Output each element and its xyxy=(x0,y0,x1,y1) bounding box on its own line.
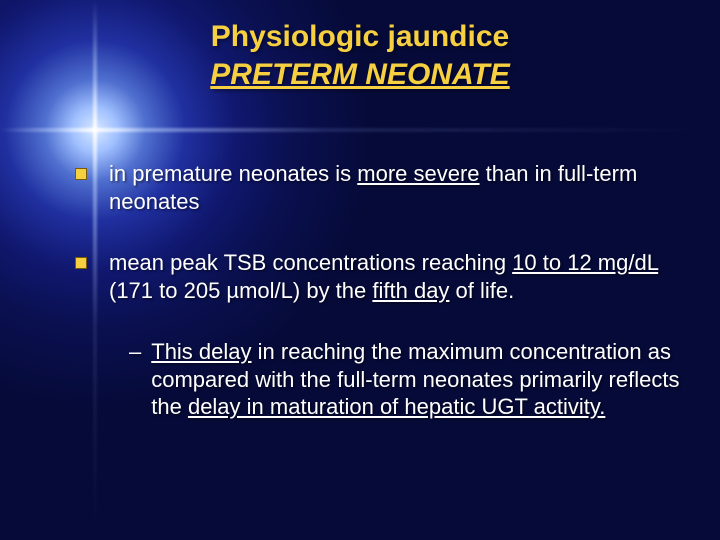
bullet-item: mean peak TSB concentrations reaching 10… xyxy=(75,249,680,304)
underlined-text: more severe xyxy=(357,161,479,186)
text-run: (171 to 205 µmol/L) by the xyxy=(109,278,372,303)
text-run: in premature neonates is xyxy=(109,161,357,186)
slide-subtitle: PRETERM NEONATE xyxy=(0,58,720,92)
slide-content: Physiologic jaundice PRETERM NEONATE in … xyxy=(0,0,720,540)
square-bullet-icon xyxy=(75,257,87,269)
sub-bullet-item: – This delay in reaching the maximum con… xyxy=(129,338,680,421)
underlined-text: delay in maturation of hepatic UGT activ… xyxy=(188,394,605,419)
bullet-item: in premature neonates is more severe tha… xyxy=(75,160,680,215)
text-run: of life. xyxy=(449,278,514,303)
underlined-text: 10 to 12 mg/dL xyxy=(512,250,658,275)
bullet-text: mean peak TSB concentrations reaching 10… xyxy=(109,249,680,304)
square-bullet-icon xyxy=(75,168,87,180)
dash-bullet-icon: – xyxy=(129,338,141,366)
text-run: mean peak TSB concentrations reaching xyxy=(109,250,512,275)
underlined-text: This delay xyxy=(151,339,251,364)
slide-title: Physiologic jaundice xyxy=(0,20,720,54)
sub-bullet-text: This delay in reaching the maximum conce… xyxy=(151,338,680,421)
bullet-text: in premature neonates is more severe tha… xyxy=(109,160,680,215)
body-area: in premature neonates is more severe tha… xyxy=(75,160,680,421)
underlined-text: fifth day xyxy=(372,278,449,303)
